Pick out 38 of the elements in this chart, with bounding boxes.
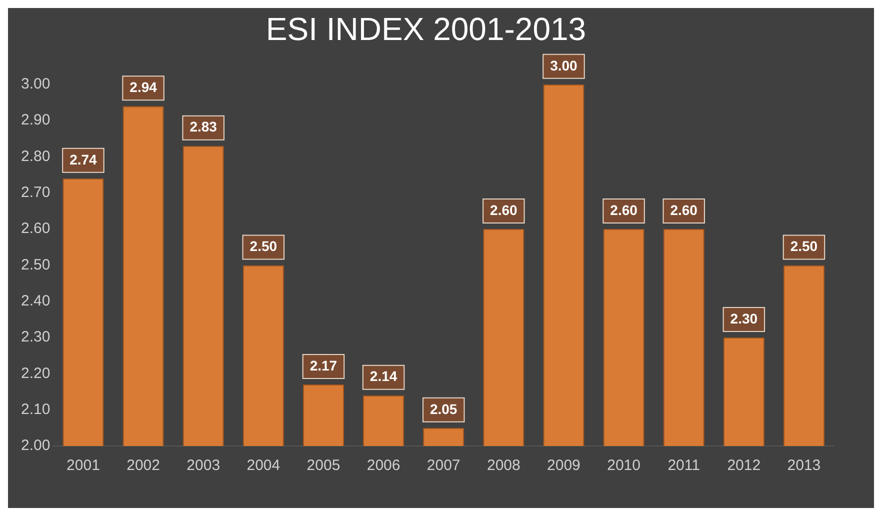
y-tick-label: 2.10 [20, 400, 50, 418]
x-tick-label: 2010 [607, 457, 640, 474]
data-label: 2.50 [790, 238, 818, 254]
x-tick-label: 2003 [186, 457, 220, 474]
data-label: 2.60 [610, 202, 638, 218]
x-tick-label: 2002 [126, 457, 160, 474]
data-label: 2.05 [430, 400, 458, 417]
y-tick-label: 2.60 [20, 220, 50, 238]
y-tick-label: 2.70 [20, 184, 50, 202]
x-tick-label: 2001 [66, 457, 100, 474]
data-label: 3.00 [550, 57, 578, 74]
y-tick-label: 2.90 [20, 112, 50, 129]
data-label: 2.60 [670, 202, 698, 218]
data-label: 2.83 [190, 118, 218, 135]
x-tick-label: 2011 [668, 457, 700, 474]
y-tick-label: 3.00 [20, 76, 50, 93]
y-tick-label: 2.00 [20, 437, 50, 454]
data-label: 2.74 [70, 151, 98, 168]
data-label: 2.30 [730, 310, 758, 326]
x-tick-label: 2004 [246, 457, 280, 474]
y-tick-label: 2.50 [20, 256, 50, 274]
y-tick-label: 2.40 [20, 292, 50, 310]
x-tick-label: 2008 [486, 457, 520, 474]
y-tick-label: 2.80 [20, 148, 50, 165]
x-tick-label: 2007 [426, 457, 460, 474]
x-tick-label: 2013 [787, 457, 821, 474]
x-tick-label: 2005 [306, 457, 340, 474]
x-tick-label: 2012 [727, 457, 761, 474]
data-label: 2.14 [370, 368, 398, 384]
x-tick-label: 2006 [366, 457, 400, 474]
chart-title: ESI INDEX 2001-2013 [266, 11, 586, 48]
y-tick-label: 2.20 [20, 364, 50, 382]
data-label: 2.60 [490, 202, 518, 218]
x-tick-label: 2009 [547, 457, 580, 474]
data-label: 2.94 [130, 78, 158, 95]
data-label: 2.50 [250, 238, 278, 254]
data-label: 2.17 [310, 357, 338, 374]
y-tick-label: 2.30 [20, 328, 50, 346]
